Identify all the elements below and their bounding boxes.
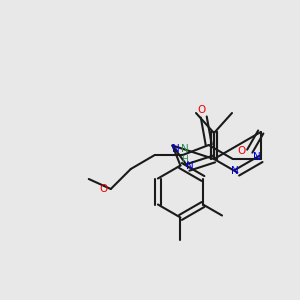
Text: N: N bbox=[230, 167, 238, 176]
Text: H: H bbox=[182, 154, 188, 164]
Text: N: N bbox=[172, 143, 179, 154]
Text: O: O bbox=[198, 105, 206, 115]
Text: N: N bbox=[181, 144, 189, 154]
Text: N: N bbox=[186, 161, 194, 171]
Text: O: O bbox=[238, 146, 246, 156]
Text: N: N bbox=[253, 152, 261, 162]
Text: O: O bbox=[100, 184, 108, 194]
